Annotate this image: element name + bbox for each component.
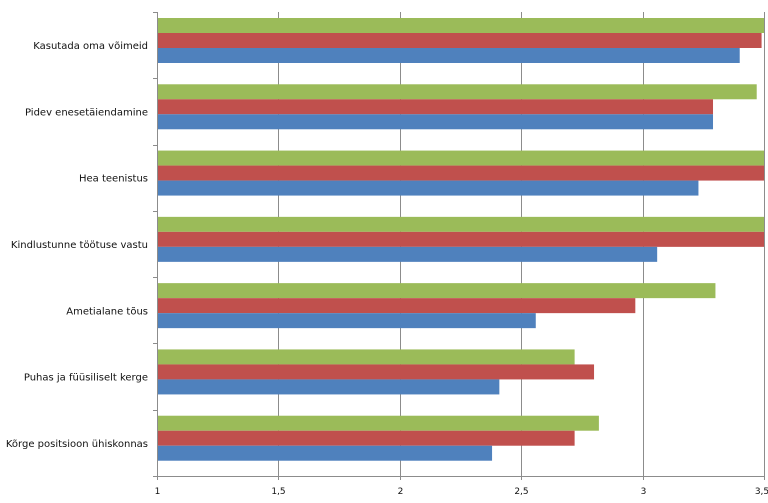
category-label: Kõrge positsioon ühiskonnas: [6, 439, 148, 450]
bar: [158, 48, 740, 63]
category-label: Pidev enesetäiendamine: [25, 107, 148, 118]
bar: [158, 445, 493, 461]
x-tick-label: 2,5: [514, 487, 528, 497]
category-label: Puhas ja füüsiliselt kerge: [24, 373, 148, 384]
x-tick-label: 3: [641, 487, 647, 497]
category-labels: Kasutada oma võimeid Pidev enesetäiendami…: [6, 41, 148, 450]
category-label: Hea teenistus: [79, 174, 148, 185]
bar: [158, 114, 714, 130]
bar: [158, 99, 714, 115]
bar: [158, 283, 716, 299]
bar: [158, 18, 764, 33]
tick-labels: 1 1,5 2 2,5 3 3,5: [155, 487, 768, 497]
bar: [158, 415, 599, 431]
axes: [153, 12, 765, 480]
bar: [158, 430, 575, 446]
bar: [158, 33, 762, 48]
bar: [158, 216, 764, 232]
x-tick-label: 2: [398, 487, 404, 497]
bar: [158, 150, 764, 166]
x-tick-label: 3,5: [755, 487, 768, 497]
bar: [158, 165, 764, 181]
bars: [158, 18, 764, 461]
bar: [158, 246, 658, 262]
category-label: Kindlustunne töötuse vastu: [11, 240, 148, 251]
bar: [158, 379, 500, 395]
bar: [158, 349, 575, 365]
bar: [158, 364, 595, 380]
bar: [158, 231, 764, 247]
bar: [158, 298, 636, 314]
x-tick-label: 1,5: [271, 487, 285, 497]
category-label: Ametialane tõus: [66, 306, 148, 317]
category-label: Kasutada oma võimeid: [33, 41, 148, 52]
bar: [158, 313, 536, 329]
x-tick-label: 1: [155, 487, 161, 497]
bar: [158, 180, 699, 196]
bar: [158, 84, 757, 100]
